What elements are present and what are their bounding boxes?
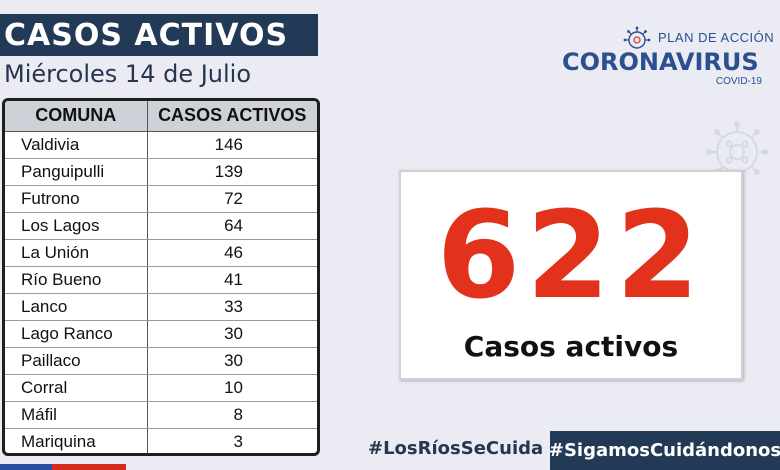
comuna-cell: La Unión: [5, 239, 148, 267]
table-row: La Unión 46: [5, 239, 317, 267]
plan-coronavirus-logo: PLAN DE ACCIÓN CORONAVIRUS COVID-19: [562, 26, 774, 90]
comuna-cell: Los Lagos: [5, 212, 148, 240]
comuna-cell: Lanco: [5, 293, 148, 321]
hashtag-los-rios: #LosRíosSeCuida: [368, 438, 544, 459]
comuna-cell: Río Bueno: [5, 266, 148, 294]
table-row: Máfil 8: [5, 401, 317, 429]
total-cases-card: 622 Casos activos: [399, 170, 743, 380]
hashtag-sigamos: #SigamosCuidándonos: [548, 440, 780, 461]
table-header-row: COMUNA CASOS ACTIVOS: [5, 101, 317, 132]
comuna-cell: Futrono: [5, 185, 148, 213]
comuna-cell: Valdivia: [5, 131, 148, 159]
casos-cell: 41: [147, 266, 317, 294]
casos-cell: 33: [147, 293, 317, 321]
casos-cell: 72: [147, 185, 317, 213]
comuna-cell: Máfil: [5, 401, 148, 429]
flag-blue-segment: [0, 464, 52, 470]
table-row: Panguipulli 139: [5, 158, 317, 186]
comuna-cell: Panguipulli: [5, 158, 148, 186]
casos-cell: 30: [147, 320, 317, 348]
casos-cell: 30: [147, 347, 317, 375]
total-cases-number: 622: [436, 187, 706, 326]
table-row: Los Lagos 64: [5, 212, 317, 240]
comuna-cell: Corral: [5, 374, 148, 402]
flag-stripe: [0, 464, 126, 470]
table-row: Futrono 72: [5, 185, 317, 213]
date-label: Miércoles 14 de Julio: [4, 60, 252, 88]
column-header-comuna: COMUNA: [5, 101, 148, 132]
casos-cell: 10: [147, 374, 317, 402]
table-row: Valdivia 146: [5, 131, 317, 159]
casos-cell: 3: [233, 431, 243, 451]
active-cases-table: COMUNA CASOS ACTIVOS Valdivia 146 Panguipu…: [2, 98, 320, 456]
casos-cell: 64: [147, 212, 317, 240]
comuna-cell: Paillaco: [5, 347, 148, 375]
logo-plan-text: PLAN DE ACCIÓN: [658, 30, 775, 45]
hashtag-sigamos-banner: #SigamosCuidándonos: [548, 431, 780, 470]
total-cases-label: Casos activos: [463, 330, 679, 363]
logo-main-text: CORONAVIRUS: [562, 48, 759, 76]
table-row: Río Bueno 41: [5, 266, 317, 294]
casos-cell: 146: [147, 131, 317, 159]
column-header-casos: CASOS ACTIVOS: [147, 101, 317, 132]
table-row: Corral 10: [5, 374, 317, 402]
title-banner: CASOS ACTIVOS: [0, 14, 318, 56]
table-row: Mariquina 3: [5, 428, 317, 453]
table-row: Lanco 33: [5, 293, 317, 321]
virus-icon: [623, 26, 651, 49]
logo-sub-text: COVID-19: [715, 76, 762, 87]
casos-cell: 8: [147, 401, 317, 429]
page-title: CASOS ACTIVOS: [4, 17, 289, 53]
casos-cell: 46: [147, 239, 317, 267]
comuna-cell: Mariquina: [5, 428, 148, 453]
casos-cell: 139: [147, 158, 317, 186]
table-row: Lago Ranco 30: [5, 320, 317, 348]
flag-red-segment: [52, 464, 126, 470]
table-row: Paillaco 30: [5, 347, 317, 375]
comuna-cell: Lago Ranco: [5, 320, 148, 348]
